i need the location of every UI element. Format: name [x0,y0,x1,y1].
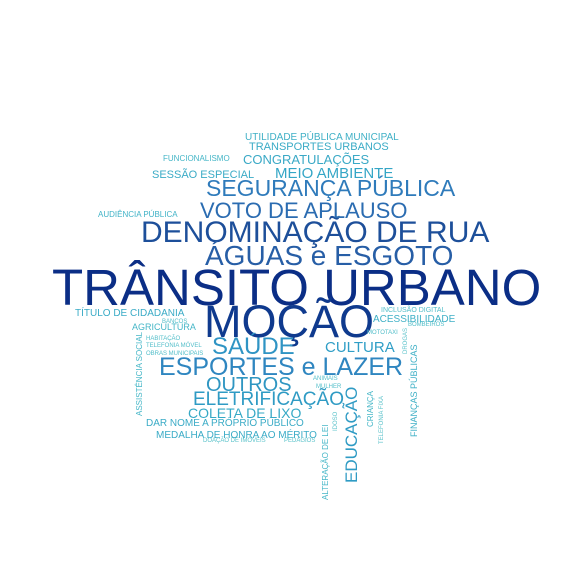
word-bombeiros: BOMBEIROS [408,322,445,328]
word-saude: SAÚDE [212,333,295,360]
word-seguranca-publica: SEGURANÇA PÚBLICA [206,175,456,201]
word-animais: ANIMAIS [313,376,338,382]
word-mocao: MOÇÃO [204,296,375,347]
word-outros: OUTROS [206,374,292,396]
word-doacao-de-imoveis: DOAÇÃO DE IMÓVEIS [203,438,266,444]
word-crianca: CRIANÇA [366,390,375,427]
word-pedagios: PEDÁGIOS [284,438,316,444]
word-mulher: MULHER [316,384,342,390]
word-transito-urbano: TRÂNSITO URBANO [52,259,542,316]
word-utilidade-publica-municipal: UTILIDADE PÚBLICA MUNICIPAL [245,132,399,143]
word-denominacao-de-rua: DENOMINAÇÃO DE RUA [141,216,490,249]
word-dar-nome-a-proprio-publico: DAR NOME A PRÓPRIO PÚBLICO [146,418,304,429]
word-habitacao: HABITAÇÃO [146,336,181,342]
word-telefonia-movel: TELEFONIA MÓVEL [146,343,202,349]
word-mototaxi: MOTOTAXI [367,330,398,336]
word-voto-de-aplauso: VOTO DE APLAUSO [200,198,408,223]
word-transportes-urbanos: TRANSPORTES URBANOS [249,141,389,153]
word-titulo-de-cidadania: TÍTULO DE CIDADANIA [75,308,185,319]
word-drogas: DROGAS [403,327,409,354]
word-esportes-e-lazer: ESPORTES e LAZER [159,353,404,381]
word-sessao-especial: SESSÃO ESPECIAL [152,169,255,181]
word-educacao: EDUCAÇÃO [342,386,361,483]
word-financas-publicas: FINANÇAS PÚBLICAS [409,344,419,437]
word-obras-municipais: OBRAS MUNICIPAIS [146,351,204,357]
word-alteracao-de-lei: ALTERAÇÃO DE LEI [321,424,330,500]
word-aguas-e-esgoto: ÁGUAS e ESGOTO [205,240,454,271]
word-medalha-de-honra-ao-merito: MEDALHA DE HONRA AO MÉRITO [156,430,317,441]
word-audiencia-publica: AUDIÊNCIA PÚBLICA [98,210,178,219]
word-acessibilidade: ACESSIBILIDADE [373,314,456,325]
word-bancos: BANCOS [162,319,188,325]
word-cultura: CULTURA [325,339,395,356]
word-eletrificacao: ELETRIFICAÇÃO [193,389,344,410]
word-inclusao-digital: INCLUSÃO DIGITAL [381,307,446,314]
word-coleta-de-lixo: COLETA DE LIXO [188,405,302,421]
word-agricultura: AGRICULTURA [132,322,196,332]
word-funcionalismo: FUNCIONALISMO [163,154,230,163]
word-congratulacoes: CONGRATULAÇÕES [243,152,370,167]
word-assistencia-social: ASSISTÊNCIA SOCIAL [135,331,144,416]
word-telefonia-fixa: TELEFONIA FIXA [379,395,385,444]
word-idoso: IDOSO [333,411,339,431]
word-meio-ambiente: MEIO AMBIENTE [275,165,394,182]
